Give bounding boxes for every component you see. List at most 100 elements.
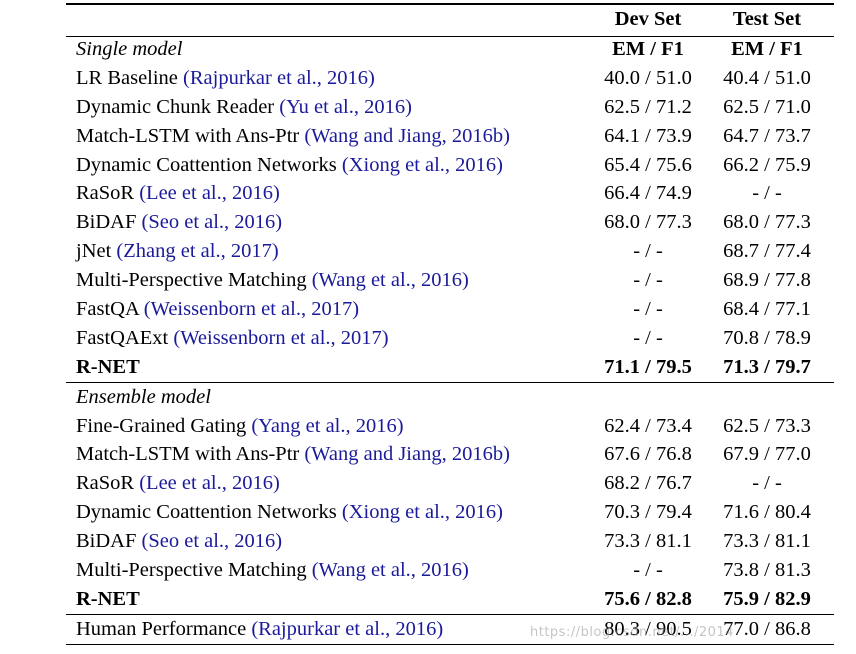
dev-score: - / - [633,269,663,292]
model-cell: Fine-Grained Gating (Yang et al., 2016) [76,412,404,441]
citation-link[interactable]: (Wang and Jiang, 2016b) [304,443,510,466]
model-cell: Match-LSTM with Ans-Ptr (Wang and Jiang,… [76,122,510,151]
dev-score: - / - [633,559,663,582]
dev-score: 64.1 / 73.9 [604,124,692,147]
table-row: Dynamic Coattention Networks (Xiong et a… [66,498,834,527]
table-row: FastQA (Weissenborn et al., 2017) - / - 68… [66,295,834,324]
model-cell: Human Performance (Rajpurkar et al., 201… [76,615,443,644]
test-score: 62.5 / 73.3 [723,414,811,437]
citation-link[interactable]: (Wang et al., 2016) [311,559,469,582]
test-set-header: Test Set [732,8,802,30]
test-score: 67.9 / 77.0 [723,443,811,466]
model-cell: jNet (Zhang et al., 2017) [76,237,279,266]
table-row: Match-LSTM with Ans-Ptr (Wang and Jiang,… [66,440,834,469]
dev-score: 75.6 / 82.8 [604,587,692,610]
table-row: Dynamic Coattention Networks (Xiong et a… [66,151,834,180]
section-title: Single model [76,38,183,60]
test-score: 66.2 / 75.9 [723,153,811,176]
watermark: https://blog.csdn.net/.../2014 [530,625,734,640]
results-table: Dev Set Test Set Single model EM / F1 EM /… [66,3,834,646]
citation-link[interactable]: (Lee et al., 2016) [139,472,280,495]
model-cell: RaSoR (Lee et al., 2016) [76,469,280,498]
highlight-row: R-NET 75.6 / 82.8 75.9 / 82.9 [66,585,834,614]
test-score: 70.8 / 78.9 [723,326,811,349]
citation-link[interactable]: (Rajpurkar et al., 2016) [251,617,444,640]
model-name: FastQA [76,298,144,321]
test-score: 73.3 / 81.1 [723,530,811,553]
citation-link[interactable]: (Wang and Jiang, 2016b) [304,124,510,147]
test-score: 68.0 / 77.3 [723,211,811,234]
test-score: 68.4 / 77.1 [723,298,811,321]
dev-score: 73.3 / 81.1 [604,530,692,553]
section-rule [66,381,834,383]
model-name: RaSoR [76,472,140,495]
table-row: BiDAF (Seo et al., 2016) 73.3 / 81.1 73.3 … [66,527,834,556]
citation-link[interactable]: (Xiong et al., 2016) [341,501,504,524]
dev-score: 62.5 / 71.2 [604,95,692,118]
table-row: Fine-Grained Gating (Yang et al., 2016) 6… [66,412,834,441]
dev-score: 65.4 / 75.6 [604,153,692,176]
model-name: LR Baseline [76,66,184,89]
model-cell: Match-LSTM with Ans-Ptr (Wang and Jiang,… [76,440,510,469]
table-row: jNet (Zhang et al., 2017) - / - 68.7 / 77.… [66,237,834,266]
section-header-row: Ensemble model [66,383,834,412]
model-cell: Dynamic Chunk Reader (Yu et al., 2016) [76,93,412,122]
citation-link[interactable]: (Weissenborn et al., 2017) [143,298,360,321]
test-score: 75.9 / 82.9 [723,587,811,610]
citation-link[interactable]: (Weissenborn et al., 2017) [173,326,389,349]
citation-link[interactable]: (Lee et al., 2016) [139,182,280,205]
section-rule [66,613,834,615]
model-name: FastQAExt [76,326,174,349]
table-row: RaSoR (Lee et al., 2016) 68.2 / 76.7 - / - [66,469,834,498]
dev-score: - / - [633,326,663,349]
model-name: Multi-Perspective Matching [76,269,312,292]
model-name: Multi-Perspective Matching [76,559,312,582]
model-name: Fine-Grained Gating [76,414,252,437]
model-cell: FastQAExt (Weissenborn et al., 2017) [76,324,389,353]
table-row: Multi-Perspective Matching (Wang et al.,… [66,556,834,585]
test-score: 68.9 / 77.8 [723,269,811,292]
model-cell: Multi-Perspective Matching (Wang et al.,… [76,266,469,295]
model-cell: FastQA (Weissenborn et al., 2017) [76,295,359,324]
header-row: Dev Set Test Set [66,5,834,35]
citation-link[interactable]: (Yu et al., 2016) [279,95,412,118]
highlight-row: R-NET 71.1 / 79.5 71.3 / 79.7 [66,353,834,382]
model-name: Match-LSTM with Ans-Ptr [76,124,305,147]
model-name: BiDAF [76,530,142,553]
dev-score: - / - [633,298,663,321]
model-cell: Multi-Perspective Matching (Wang et al.,… [76,556,469,585]
test-score: - / - [752,472,782,495]
test-score: 71.6 / 80.4 [723,501,811,524]
model-name: BiDAF [76,211,142,234]
model-name: Dynamic Chunk Reader [76,95,280,118]
table-row: LR Baseline (Rajpurkar et al., 2016) 40.0… [66,64,834,93]
table-row: BiDAF (Seo et al., 2016) 68.0 / 77.3 68.0 … [66,208,834,237]
dev-score: 71.1 / 79.5 [604,355,692,378]
section-header-row: Single model EM / F1 EM / F1 [66,35,834,64]
test-score: 64.7 / 73.7 [723,124,811,147]
table-row: RaSoR (Lee et al., 2016) 66.4 / 74.9 - / - [66,179,834,208]
test-score: 68.7 / 77.4 [723,240,811,263]
table-row: Dynamic Chunk Reader (Yu et al., 2016) 62… [66,93,834,122]
citation-link[interactable]: (Yang et al., 2016) [251,414,404,437]
model-cell: Dynamic Coattention Networks (Xiong et a… [76,151,503,180]
citation-link[interactable]: (Zhang et al., 2017) [116,240,279,263]
human-row: Human Performance (Rajpurkar et al., 201… [66,615,834,644]
citation-link[interactable]: (Seo et al., 2016) [141,530,283,553]
test-score: - / - [752,182,782,205]
citation-link[interactable]: (Seo et al., 2016) [141,211,283,234]
model-name: RaSoR [76,182,140,205]
dev-score: 67.6 / 76.8 [604,443,692,466]
citation-link[interactable]: (Rajpurkar et al., 2016) [183,66,375,89]
bottom-rule [66,643,834,646]
model-cell: BiDAF (Seo et al., 2016) [76,208,282,237]
model-cell: BiDAF (Seo et al., 2016) [76,527,282,556]
table-row: Match-LSTM with Ans-Ptr (Wang and Jiang,… [66,122,834,151]
dev-score: 62.4 / 73.4 [604,414,692,437]
dev-set-header: Dev Set [614,8,682,30]
model-name: Dynamic Coattention Networks [76,501,342,524]
citation-link[interactable]: (Wang et al., 2016) [311,269,469,292]
citation-link[interactable]: (Xiong et al., 2016) [341,153,504,176]
section-title: Ensemble model [76,385,211,408]
dev-score: - / - [633,240,663,263]
